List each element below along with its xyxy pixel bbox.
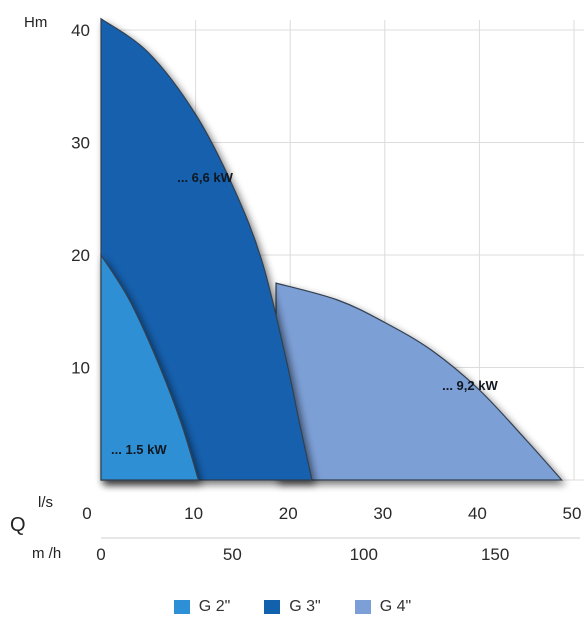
legend-swatch-g4 xyxy=(354,600,371,614)
legend-item-g4: G 4" xyxy=(354,598,412,616)
x-tick-ls-40: 40 xyxy=(468,504,487,523)
x-tick-ls-50: 50 xyxy=(563,504,582,523)
legend-label-g2: G 2" xyxy=(198,598,231,615)
y-tick-40: 40 xyxy=(71,21,90,40)
x-tick-m3h-150: 150 xyxy=(481,545,509,564)
x-tick-ls-0: 0 xyxy=(82,504,91,523)
legend-label-g4: G 4" xyxy=(379,598,412,615)
y-tick-10: 10 xyxy=(71,359,90,378)
x-tick-m3h-100: 100 xyxy=(350,545,378,564)
x-tick-ls-10: 10 xyxy=(184,504,203,523)
x-tick-ls-30: 30 xyxy=(373,504,392,523)
x-tick-m3h-0: 0 xyxy=(96,545,105,564)
legend-swatch-g2 xyxy=(173,600,190,614)
y-axis-label: Hm xyxy=(24,14,47,31)
legend-item-g3: G 3" xyxy=(264,598,321,616)
x-unit-secondary: m /h xyxy=(32,545,61,562)
x-axis-label: Q xyxy=(10,514,26,536)
legend-swatch-g3 xyxy=(264,600,281,614)
region-label-g3: ... 6,6 kW xyxy=(177,170,233,185)
area-g4 xyxy=(275,282,564,481)
areas xyxy=(100,17,564,481)
area-g2 xyxy=(100,252,200,481)
x-unit-primary: l/s xyxy=(38,494,53,511)
legend: G 2" G 3" G 4" xyxy=(0,598,585,616)
region-label-g2: ... 1.5 kW xyxy=(111,442,167,457)
y-tick-20: 20 xyxy=(71,246,90,265)
legend-label-g3: G 3" xyxy=(289,598,321,615)
region-label-g4: ... 9,2 kW xyxy=(442,378,498,393)
x-tick-m3h-50: 50 xyxy=(223,545,242,564)
region-labels: ... 9,2 kW ... 6,6 kW ... 1.5 kW xyxy=(111,170,498,457)
x-tick-ls-20: 20 xyxy=(279,504,298,523)
legend-item-g2: G 2" xyxy=(173,598,231,616)
y-tick-30: 30 xyxy=(71,134,90,153)
